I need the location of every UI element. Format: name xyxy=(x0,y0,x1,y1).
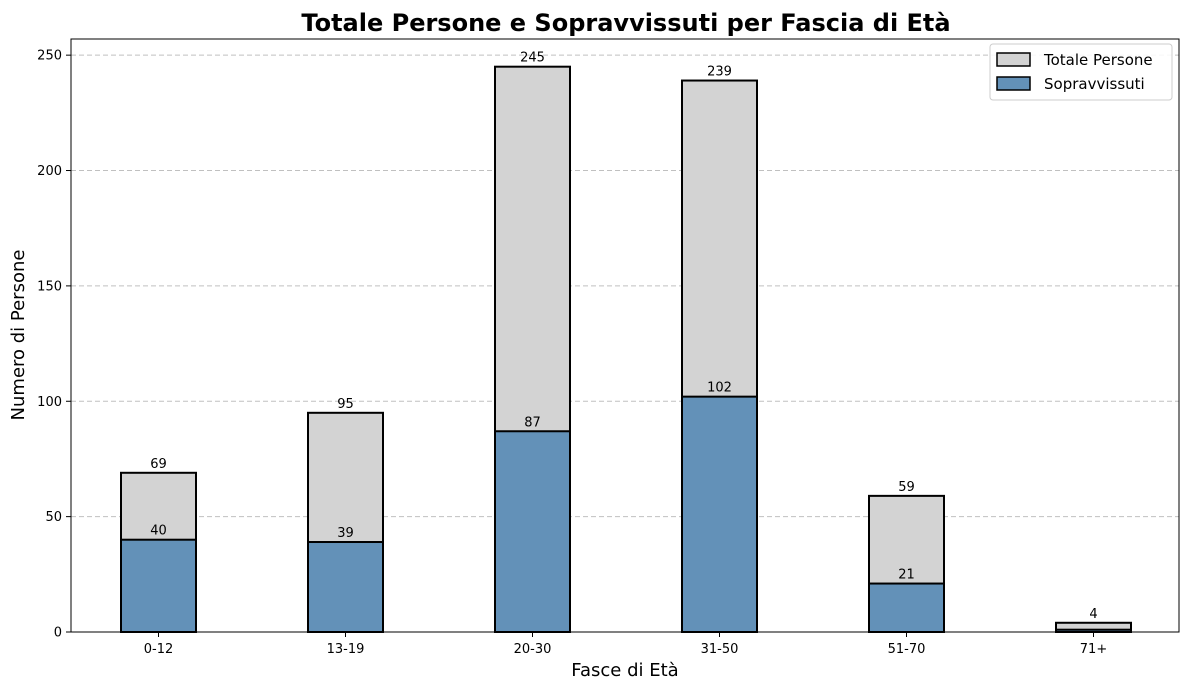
y-tick-label: 250 xyxy=(37,49,62,64)
bar-sopravvissuti xyxy=(494,430,571,633)
chart-title: Totale Persone e Sopravvissuti per Fasci… xyxy=(301,9,950,37)
bar-sopravvissuti xyxy=(681,395,758,633)
data-label-totale-persone: 95 xyxy=(337,397,354,412)
grid-lines xyxy=(71,54,1179,518)
legend-label-survivors: Sopravvissuti xyxy=(1044,75,1145,93)
y-tick-label: 200 xyxy=(37,164,62,179)
data-label-totale-persone: 4 xyxy=(1089,607,1097,622)
y-tick-label: 150 xyxy=(37,279,62,294)
bar-sopravvissuti xyxy=(868,582,945,633)
x-tick-label: 71+ xyxy=(1080,642,1107,657)
bar-sopravvissuti xyxy=(120,538,197,634)
y-axis-ticks: 0 50 100 150 200 250 xyxy=(37,49,71,641)
x-tick-label: 13-19 xyxy=(327,642,365,657)
legend-swatch-total xyxy=(996,52,1031,67)
legend-swatch-survivors xyxy=(996,76,1031,91)
plot-frame xyxy=(70,38,1180,633)
data-label-totale-persone: 239 xyxy=(707,65,732,80)
y-tick-label: 100 xyxy=(37,395,62,410)
data-label-sopravvissuti: 39 xyxy=(337,526,354,541)
x-tick-label: 31-50 xyxy=(701,642,739,657)
data-label-sopravvissuti: 87 xyxy=(524,415,541,430)
data-label-totale-persone: 245 xyxy=(520,51,545,66)
data-label-sopravvissuti: 102 xyxy=(707,381,732,396)
legend-box xyxy=(989,43,1173,101)
data-label-totale-persone: 59 xyxy=(898,480,915,495)
y-tick-label: 0 xyxy=(54,626,62,641)
legend-label-total: Totale Persone xyxy=(1043,51,1153,69)
data-label-sopravvissuti: 21 xyxy=(898,568,915,583)
bar-sopravvissuti xyxy=(307,541,384,633)
x-axis-ticks: 0-12 13-19 20-30 31-50 51-70 71+ xyxy=(144,632,1107,657)
bars xyxy=(120,65,1132,634)
x-axis-label: Fasce di Età xyxy=(571,660,678,681)
x-tick-label: 20-30 xyxy=(514,642,552,657)
data-labels: 69 40 95 39 245 87 239 102 59 21 4 xyxy=(150,51,1097,622)
x-tick-label: 51-70 xyxy=(888,642,926,657)
x-tick-label: 0-12 xyxy=(144,642,174,657)
data-label-totale-persone: 69 xyxy=(150,457,167,472)
y-axis-label: Numero di Persone xyxy=(8,250,29,421)
data-label-sopravvissuti: 40 xyxy=(150,524,167,539)
y-tick-label: 50 xyxy=(45,510,62,525)
legend: Totale Persone Sopravvissuti xyxy=(989,43,1173,101)
